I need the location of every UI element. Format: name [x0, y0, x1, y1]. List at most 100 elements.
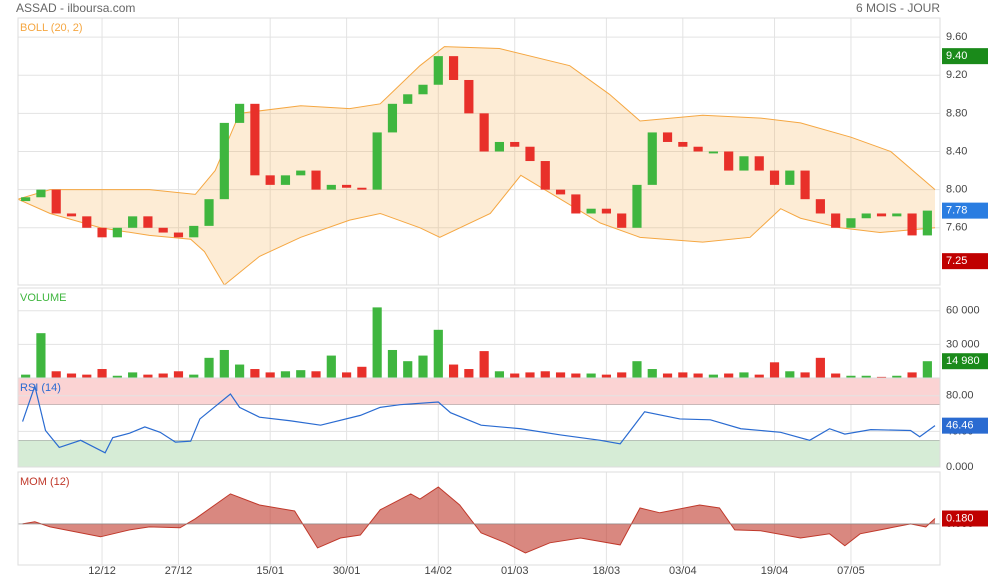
- candle: [662, 132, 673, 142]
- candle: [846, 218, 856, 228]
- volume-bar: [724, 373, 734, 378]
- volume-bar: [739, 372, 749, 378]
- candle: [800, 170, 810, 200]
- value-tag: [942, 510, 988, 527]
- candle: [785, 170, 795, 185]
- value-tag-label: 14 980: [946, 355, 980, 367]
- volume-bar: [861, 375, 871, 378]
- x-tick-label: 01/03: [501, 565, 529, 577]
- candle: [448, 56, 459, 80]
- value-tag: [942, 48, 988, 65]
- candle: [876, 213, 887, 217]
- volume-bar: [601, 374, 611, 378]
- volume-bar: [479, 351, 489, 378]
- value-tag: [942, 417, 988, 434]
- volume-bar: [219, 349, 229, 378]
- candle: [754, 156, 764, 171]
- candle: [82, 216, 92, 228]
- volume-bar: [494, 371, 505, 378]
- volume-bar: [342, 372, 352, 378]
- candle: [204, 199, 214, 226]
- band-upper: [18, 46, 936, 200]
- volume-bar: [800, 372, 810, 378]
- candle: [97, 227, 107, 238]
- candle: [280, 175, 291, 185]
- candle: [769, 170, 780, 185]
- candle: [617, 213, 627, 228]
- panel: [18, 36, 940, 285]
- y-tick-label: 9.60: [946, 31, 967, 43]
- candle: [250, 103, 260, 176]
- volume-bar: [143, 374, 153, 378]
- volume-bar: [846, 375, 856, 378]
- candle: [173, 232, 184, 238]
- candle: [601, 208, 611, 214]
- volume-bar: [357, 366, 367, 378]
- volume-bar: [892, 375, 902, 378]
- y-tick-label: 9.20: [946, 69, 967, 81]
- candle: [510, 141, 520, 147]
- period: 6 MOIS - JOUR: [856, 1, 940, 15]
- candle: [708, 151, 718, 154]
- candle: [128, 216, 138, 228]
- volume-bar: [36, 333, 46, 378]
- volume-bar: [510, 373, 520, 378]
- volume-bar: [326, 355, 336, 378]
- x-tick-label: 15/01: [256, 565, 284, 577]
- candle: [36, 189, 46, 198]
- zone: [18, 378, 940, 405]
- volume-bar: [647, 369, 657, 378]
- volume-bar: [235, 364, 245, 378]
- band-fill: [18, 46, 935, 285]
- value-tag-label: 7.25: [946, 255, 967, 267]
- mom-line: [22, 486, 936, 554]
- volume-bar: [418, 355, 428, 378]
- candle: [189, 225, 199, 238]
- candle: [235, 103, 245, 123]
- zone: [18, 440, 940, 467]
- panel-title: BOLL (20, 2): [20, 22, 83, 34]
- value-tag: [942, 353, 988, 370]
- value-tag: [942, 202, 988, 219]
- panel-title: MOM (12): [20, 476, 70, 488]
- volume-bar: [540, 371, 550, 378]
- volume-bar: [555, 372, 566, 378]
- candle: [311, 170, 321, 190]
- volume-bar: [66, 373, 77, 378]
- volume-bar: [617, 372, 627, 378]
- panel-frame: [17, 287, 941, 379]
- candle: [433, 56, 443, 85]
- candle: [571, 194, 581, 214]
- candle: [922, 210, 932, 236]
- panel-title: RSI (14): [20, 382, 61, 394]
- candle: [540, 161, 550, 190]
- candle: [907, 213, 917, 236]
- x-tick-label: 03/04: [669, 565, 697, 577]
- volume-bar: [311, 371, 321, 378]
- volume-bar: [662, 373, 673, 378]
- volume-bar: [907, 372, 917, 378]
- candle: [219, 122, 229, 200]
- volume-bar: [586, 373, 596, 378]
- volume-bar: [51, 371, 61, 378]
- volume-bar: [158, 373, 168, 378]
- volume-bar: [21, 374, 31, 378]
- value-tag-label: 0.180: [946, 512, 974, 524]
- candle: [724, 151, 734, 171]
- volume-bar: [876, 376, 887, 378]
- volume-bar: [831, 373, 841, 378]
- panel-frame: [17, 471, 941, 566]
- candle: [143, 216, 153, 228]
- candle: [831, 213, 841, 228]
- candle: [112, 227, 122, 238]
- volume-bar: [112, 375, 122, 378]
- volume-bar: [571, 373, 581, 378]
- value-tag-label: 46.46: [946, 420, 974, 432]
- volume-bar: [250, 369, 260, 378]
- candle: [494, 141, 505, 152]
- candle: [403, 94, 413, 104]
- y-tick-label: 0.000: [946, 461, 974, 473]
- volume-bar: [372, 307, 382, 378]
- volume-bar: [265, 372, 275, 378]
- volume-bar: [525, 372, 535, 378]
